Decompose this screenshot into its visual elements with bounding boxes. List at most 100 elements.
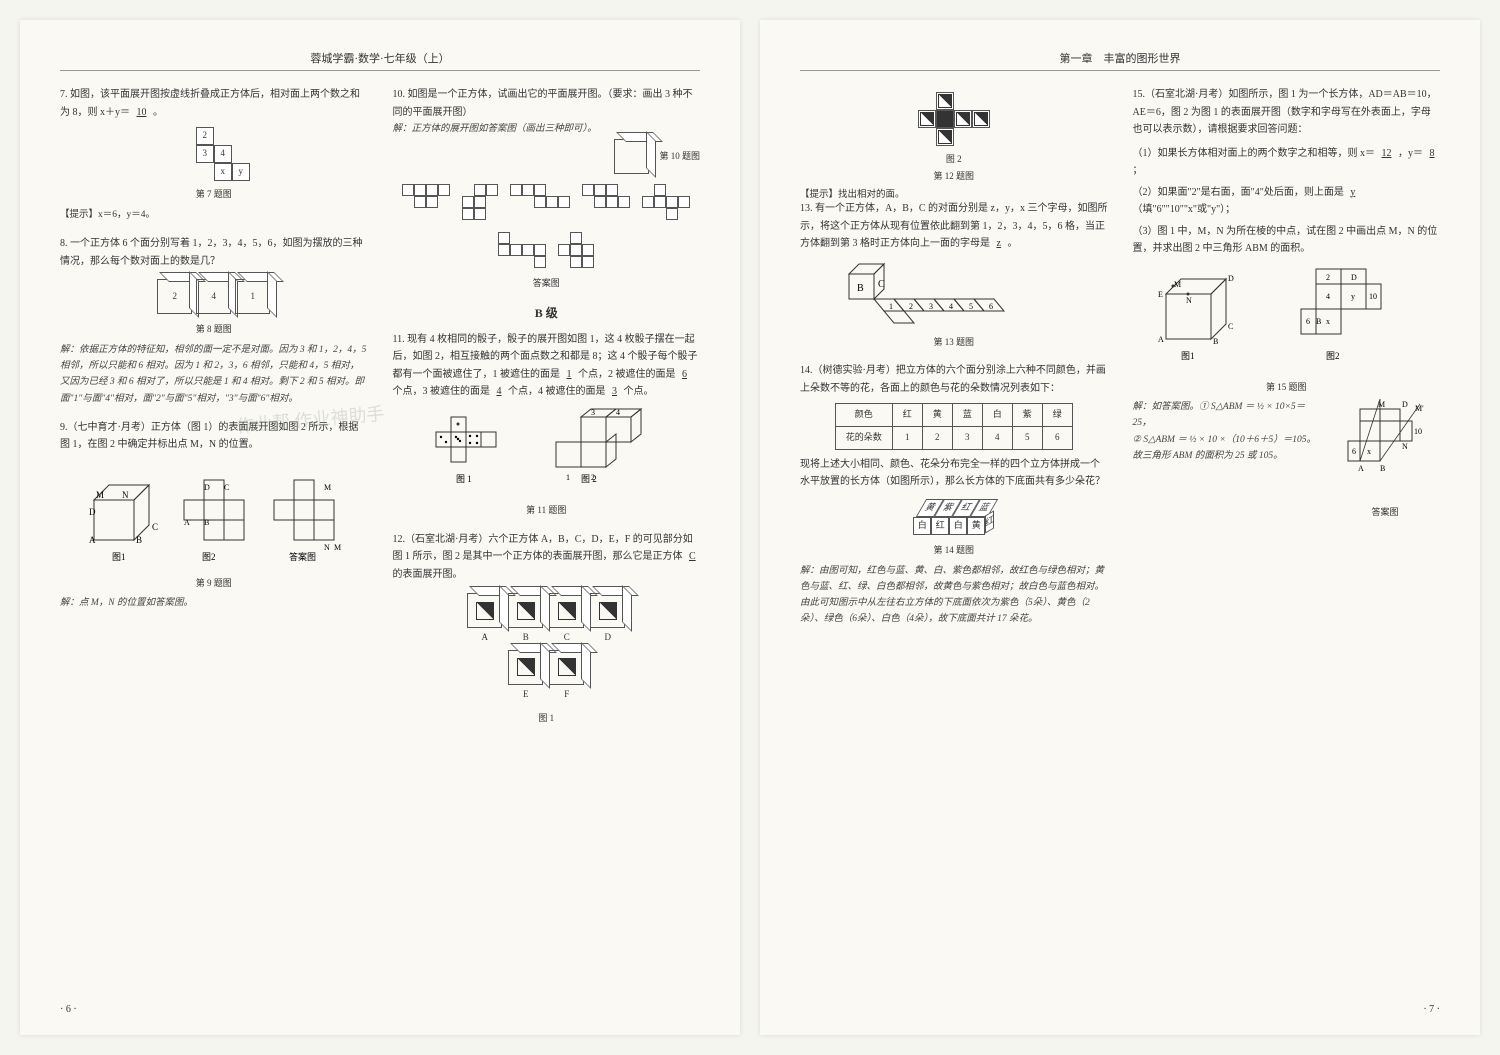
p11-a4: 3 (608, 386, 621, 397)
svg-text:4: 4 (949, 302, 953, 311)
p9-text: 9.（七中育才·月考）正方体（图 1）的表面展开图如图 2 所示，根据图 1，在… (60, 422, 358, 451)
p11-m1: 个点，2 被遮住的面是 (578, 369, 676, 380)
section-b-header: B 级 (393, 304, 701, 321)
p9-svg: M N D A B C 图1 (84, 460, 344, 570)
p14-caption: 第 14 题图 (800, 543, 1108, 559)
svg-text:B: B (204, 518, 209, 527)
p12-fig2 (800, 92, 1108, 146)
svg-text:A: A (184, 518, 190, 527)
p15-m1: ，y＝ (1398, 148, 1423, 159)
svg-text:D: D (204, 483, 210, 492)
p15-s2: （填"6""10""x"或"y"）； (1133, 204, 1236, 215)
svg-text:B: B (1380, 464, 1385, 473)
svg-text:1: 1 (889, 302, 893, 311)
svg-text:N: N (1186, 296, 1192, 305)
svg-text:B: B (1316, 317, 1321, 326)
svg-text:A: A (1358, 464, 1364, 473)
svg-text:图1: 图1 (1181, 351, 1195, 361)
svg-text:B: B (1213, 337, 1218, 346)
p10-cube-caption: 第 10 题图 (659, 149, 700, 165)
svg-text:5: 5 (969, 302, 973, 311)
p8-figure: 2 4 1 (60, 276, 368, 316)
svg-text:D: D (89, 507, 96, 517)
p8-cube-3: 1 (235, 279, 270, 314)
left-columns: 7. 如图，该平面展开图按虚线折叠成正方体后，相对面上两个数之和为 8，则 x＋… (60, 86, 700, 738)
p8-solution: 解：依据正方体的特征知，相邻的面一定不是对面。因为 3 和 1，2，4，5 相邻… (60, 342, 368, 407)
right-columns: 图 2 第 12 题图 【提示】找出相对的面。 13. 有一个正方体，A，B，C… (800, 86, 1440, 639)
p10-nets (393, 184, 701, 268)
p15-solution: 解：如答案图。① S△ABM ＝ ½ × 10×5＝25， ② S△ABM ＝ … (1133, 399, 1321, 464)
problem-8: 8. 一个正方体 6 个面分别写着 1，2，3，4，5，6，如图为摆放的三种情况… (60, 235, 368, 406)
p12-suffix: 的表面展开图。 (393, 569, 463, 580)
p11-figures: 图 1 1 2 3 4 (393, 407, 701, 497)
p11-m2: 个点，3 被遮住的面是 (393, 386, 491, 397)
p15-a2: y (1346, 187, 1359, 198)
p7-answer: 10 (133, 107, 151, 118)
p10-text: 10. 如图是一个正方体，试画出它的平面展开图。（要求：画出 3 种不同的平面展… (393, 89, 693, 118)
net-1 (402, 184, 450, 220)
p11-suffix: 个点。 (624, 386, 654, 397)
p14-table: 颜色 红 黄 蓝 白 紫 绿 花的朵数 1 2 3 4 5 (835, 403, 1073, 450)
svg-text:4: 4 (1326, 292, 1330, 301)
p14-solution: 解：由图可知，红色与蓝、黄、白、紫色都相邻，故红色与绿色相对；黄色与蓝、红、绿、… (800, 563, 1108, 628)
svg-text:D: D (1228, 274, 1234, 283)
right-page-num: · 7 · (1423, 1004, 1440, 1015)
svg-text:B: B (136, 535, 142, 545)
p15-q3: （3）图 1 中，M，N 为所在棱的中点，试在图 2 中画出点 M，N 的位置，… (1133, 226, 1438, 255)
svg-text:N: N (122, 490, 129, 500)
p13-text: 13. 有一个正方体，A，B，C 的对面分别是 z，y，x 三个字母，如图所示，… (800, 203, 1108, 249)
svg-text:10: 10 (1369, 292, 1377, 301)
left-col2: 10. 如图是一个正方体，试画出它的平面展开图。（要求：画出 3 种不同的平面展… (393, 86, 701, 738)
p7-suffix: 。 (153, 107, 163, 118)
p9-figures: M N D A B C 图1 (60, 460, 368, 570)
p14-figure: 黄 紫 红 蓝 白 红 白 黄 红 (800, 497, 1108, 537)
p12-caption: 图 1 (393, 711, 701, 727)
p15-figures: E A B C D M N 图1 (1133, 264, 1441, 374)
svg-text:x: x (1326, 317, 1330, 326)
p13-suffix: 。 (1007, 238, 1017, 249)
p8-cube-1: 2 (157, 279, 192, 314)
svg-text:图1: 图1 (112, 552, 126, 562)
svg-text:B: B (857, 283, 864, 294)
p15-a1b: 8 (1426, 148, 1439, 159)
svg-text:图 2: 图 2 (581, 474, 597, 484)
p14-text2: 现将上述大小相同、颜色、花朵分布完全一样的四个立方体拼成一个水平放置的长方体（如… (800, 459, 1105, 488)
p12-hint: 【提示】找出相对的面。 (800, 186, 1108, 200)
svg-text:A: A (89, 535, 96, 545)
svg-text:y: y (1351, 292, 1355, 301)
svg-text:A: A (1158, 335, 1164, 344)
p15-q1: （1）如果长方体相对面上的两个数字之和相等，则 x＝ (1133, 148, 1376, 159)
p8-text: 8. 一个正方体 6 个面分别写着 1，2，3，4，5，6，如图为摆放的三种情况… (60, 238, 363, 267)
svg-text:4: 4 (616, 408, 620, 417)
problem-10: 10. 如图是一个正方体，试画出它的平面展开图。（要求：画出 3 种不同的平面展… (393, 86, 701, 292)
p10-ans-caption: 答案图 (393, 276, 701, 292)
problem-14: 14.（树德实验·月考）把立方体的六个面分别涂上六种不同颜色，并画上朵数不等的花… (800, 362, 1108, 627)
p15-text: 15.（石室北湖·月考）如图所示，图 1 为一个长方体，AD＝AB＝10，AE＝… (1133, 89, 1437, 135)
net-2 (462, 184, 498, 220)
svg-text:C: C (152, 522, 158, 532)
svg-text:M: M (334, 543, 341, 552)
svg-text:N: N (1402, 442, 1408, 451)
svg-text:E: E (1158, 290, 1163, 299)
p12-text: 12.（石室北湖·月考）六个正方体 A，B，C，D，E，F 的可见部分如图 1 … (393, 534, 693, 563)
svg-text:图2: 图2 (202, 552, 216, 562)
p12-caption2: 第 12 题图 (800, 169, 1108, 182)
left-page-num: · 6 · (60, 1004, 77, 1015)
problem-15: 15.（石室北湖·月考）如图所示，图 1 为一个长方体，AD＝AB＝10，AE＝… (1133, 86, 1441, 525)
problem-13: 13. 有一个正方体，A，B，C 的对面分别是 z，y，x 三个字母，如图所示，… (800, 200, 1108, 350)
net-7 (558, 232, 594, 268)
p13-figure: B C 12 34 56 (800, 259, 1108, 329)
p11-caption: 第 11 题图 (393, 503, 701, 519)
problem-11: 11. 现有 4 枚相同的骰子，骰子的展开图如图 1，这 4 枚骰子摆在一起后，… (393, 331, 701, 519)
svg-text:C: C (1228, 322, 1233, 331)
net-5 (642, 184, 690, 220)
p8-caption: 第 8 题图 (60, 322, 368, 338)
svg-text:答案图: 答案图 (289, 551, 316, 562)
table-row: 颜色 红 黄 蓝 白 紫 绿 (835, 404, 1072, 427)
p15-answer-fig: M D M' N 10 6 x A B (1330, 399, 1440, 524)
svg-text:6: 6 (1352, 447, 1356, 456)
problem-9: 9.（七中育才·月考）正方体（图 1）的表面展开图如图 2 所示，根据图 1，在… (60, 419, 368, 612)
p9-solution: 解：点 M，N 的位置如答案图。 (60, 595, 368, 611)
svg-text:2: 2 (1326, 273, 1330, 282)
svg-text:图 1: 图 1 (456, 474, 472, 484)
